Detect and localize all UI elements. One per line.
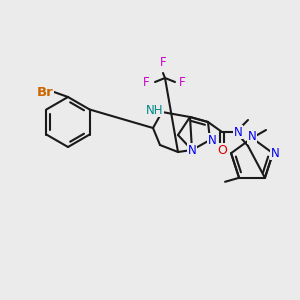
Text: N: N [188, 143, 196, 157]
Text: Br: Br [37, 85, 53, 98]
Text: F: F [143, 76, 149, 88]
Text: N: N [271, 147, 279, 160]
Text: N: N [248, 130, 256, 143]
Text: F: F [179, 76, 185, 88]
Text: F: F [160, 56, 166, 70]
Text: NH: NH [146, 103, 164, 116]
Text: N: N [234, 125, 242, 139]
Text: N: N [208, 134, 216, 146]
Text: O: O [217, 143, 227, 157]
